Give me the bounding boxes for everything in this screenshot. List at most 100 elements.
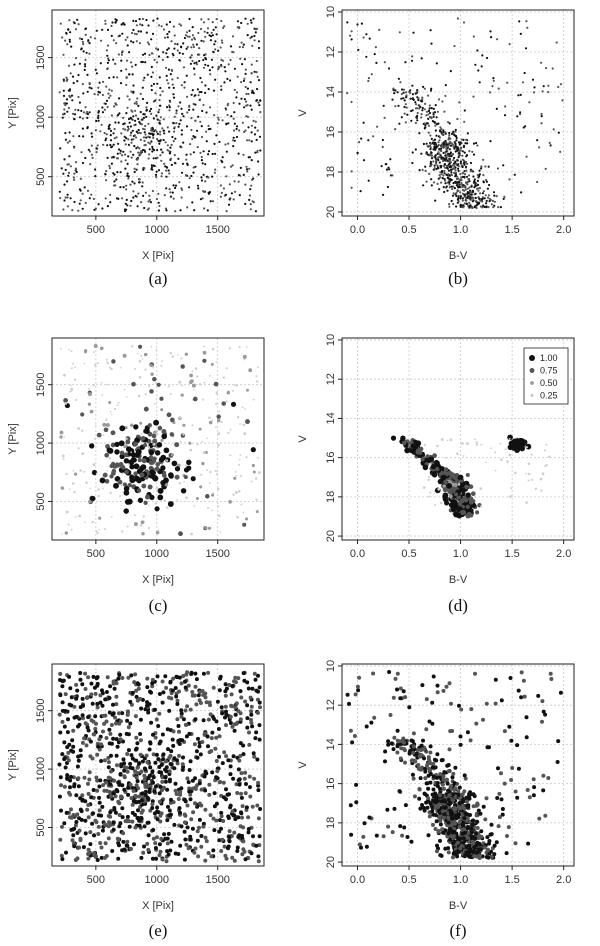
data-point: [163, 759, 168, 764]
data-point: [423, 766, 427, 771]
data-point: [198, 427, 202, 431]
data-point: [457, 200, 460, 203]
data-point: [137, 761, 141, 766]
data-point: [454, 175, 457, 178]
data-point: [183, 799, 188, 804]
data-point: [452, 781, 457, 786]
data-point: [418, 132, 421, 135]
data-point: [180, 393, 184, 397]
y-tick-label: 1000: [35, 431, 47, 455]
y-tick-label: 18: [325, 166, 337, 178]
data-point: [92, 851, 96, 856]
data-point: [107, 741, 112, 746]
data-point: [63, 102, 66, 105]
data-point: [445, 143, 448, 146]
data-point: [121, 472, 124, 475]
data-point: [209, 375, 211, 377]
data-point: [105, 133, 108, 136]
data-point: [122, 774, 127, 779]
data-point: [125, 112, 128, 115]
data-point: [252, 754, 257, 759]
data-point: [75, 856, 80, 861]
data-point: [122, 116, 125, 119]
data-point: [410, 443, 416, 449]
data-point: [138, 147, 141, 150]
data-point: [355, 684, 360, 689]
data-point: [491, 85, 494, 88]
data-point: [541, 773, 546, 778]
data-point: [140, 435, 146, 441]
data-point: [165, 209, 168, 212]
data-point: [367, 179, 370, 182]
data-point: [151, 150, 154, 153]
data-point: [248, 167, 251, 170]
data-point: [105, 99, 109, 102]
data-point: [200, 473, 203, 476]
data-point: [383, 116, 386, 119]
data-point: [215, 769, 220, 774]
data-point: [452, 192, 455, 195]
data-point: [77, 845, 82, 850]
data-point: [206, 27, 210, 30]
data-point: [149, 469, 155, 475]
data-point: [62, 172, 65, 175]
data-point: [98, 528, 100, 531]
data-point: [124, 153, 127, 156]
data-point: [130, 141, 133, 144]
data-point: [468, 186, 471, 189]
data-point: [436, 152, 439, 155]
data-point: [447, 144, 450, 147]
data-point: [442, 186, 445, 189]
data-point: [92, 384, 96, 387]
data-point: [468, 150, 471, 153]
data-point: [170, 143, 173, 146]
data-point: [494, 451, 497, 454]
data-point: [239, 423, 241, 425]
data-point: [100, 39, 103, 42]
data-point: [151, 775, 156, 780]
data-point: [461, 185, 465, 188]
data-point: [126, 748, 131, 753]
data-point: [356, 23, 359, 26]
data-point: [477, 196, 480, 199]
data-point: [431, 472, 438, 478]
data-point: [485, 206, 488, 209]
data-point: [427, 124, 430, 127]
data-point: [101, 394, 104, 396]
data-point: [168, 679, 173, 684]
data-point: [166, 48, 169, 51]
data-point: [469, 161, 473, 165]
data-point: [559, 150, 562, 153]
data-point: [439, 171, 442, 174]
data-point: [133, 124, 136, 127]
y-axis-label: Y [Pix]: [7, 423, 19, 455]
data-point: [481, 197, 484, 200]
data-point: [89, 409, 94, 414]
data-point: [177, 689, 181, 694]
data-point: [121, 197, 124, 200]
data-point: [443, 145, 446, 148]
data-point: [152, 133, 155, 136]
data-point: [457, 785, 462, 790]
data-point: [193, 209, 196, 212]
data-point: [487, 206, 490, 209]
y-tick-label: 20: [325, 206, 337, 218]
data-point: [145, 31, 148, 34]
data-point: [161, 127, 164, 130]
data-point: [158, 108, 161, 111]
data-point: [57, 712, 62, 717]
data-point: [154, 717, 159, 722]
data-point: [485, 202, 488, 205]
data-point: [463, 498, 469, 503]
data-point: [428, 744, 433, 749]
data-point: [551, 67, 554, 70]
data-point: [178, 843, 183, 848]
data-point: [502, 781, 507, 786]
data-point: [93, 344, 98, 348]
data-point: [113, 810, 118, 815]
data-point: [126, 162, 129, 165]
data-point: [113, 407, 117, 411]
data-point: [106, 755, 111, 760]
